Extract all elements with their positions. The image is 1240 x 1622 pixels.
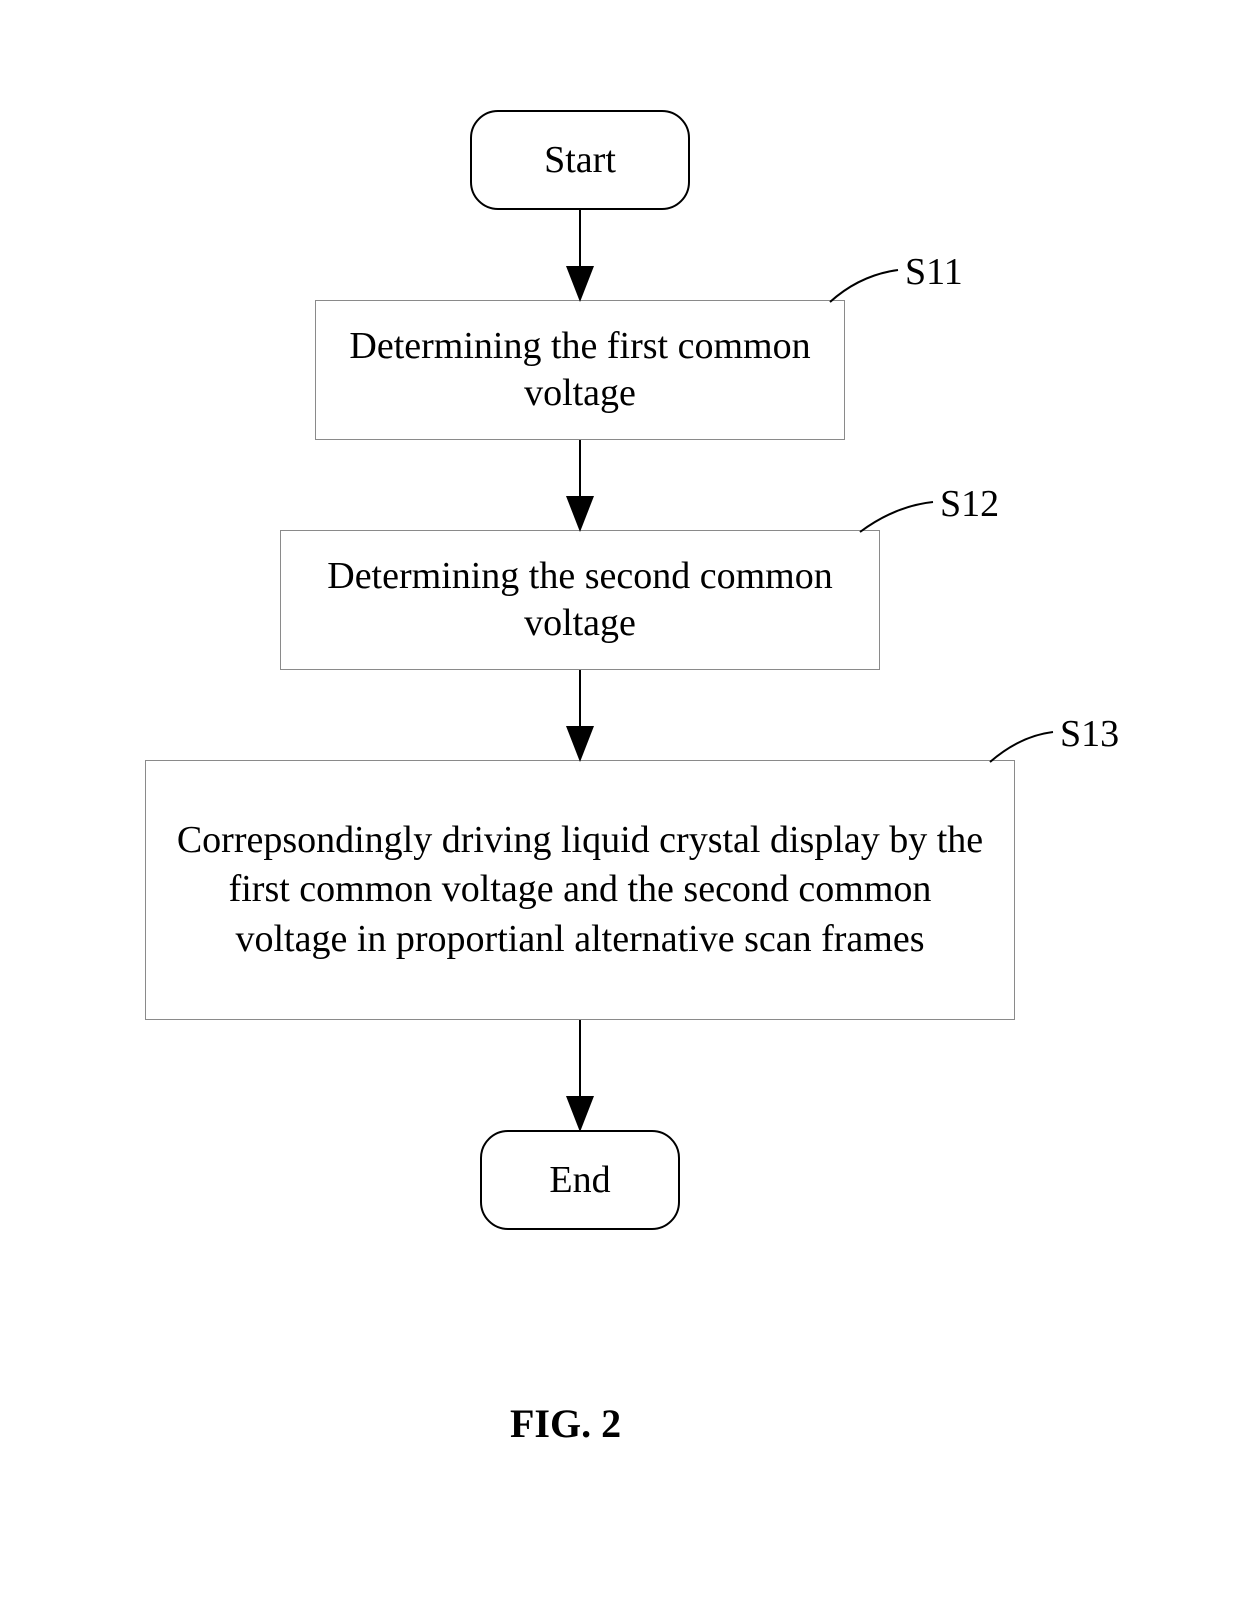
- process-s12: Determining the second common voltage: [280, 530, 880, 670]
- process-s12-text: Determining the second common voltage: [301, 553, 859, 648]
- process-s13: Correpsondingly driving liquid crystal d…: [145, 760, 1015, 1020]
- flowchart-canvas: Start Determining the first common volta…: [0, 0, 1240, 1622]
- process-s13-text: Correpsondingly driving liquid crystal d…: [174, 816, 986, 964]
- label-s13-text: S13: [1060, 713, 1119, 755]
- label-s12: S12: [940, 482, 999, 526]
- figure-caption: FIG. 2: [510, 1400, 621, 1447]
- leader-s13: [990, 732, 1053, 762]
- process-s11: Determining the first common voltage: [315, 300, 845, 440]
- figure-caption-text: FIG. 2: [510, 1401, 621, 1446]
- label-s12-text: S12: [940, 483, 999, 525]
- start-text: Start: [544, 138, 616, 182]
- start-node: Start: [470, 110, 690, 210]
- label-s11-text: S11: [905, 251, 963, 293]
- end-text: End: [549, 1158, 610, 1202]
- leader-s11: [830, 270, 898, 302]
- end-node: End: [480, 1130, 680, 1230]
- label-s13: S13: [1060, 712, 1119, 756]
- process-s11-text: Determining the first common voltage: [336, 323, 824, 418]
- leader-s12: [860, 502, 933, 532]
- label-s11: S11: [905, 250, 963, 294]
